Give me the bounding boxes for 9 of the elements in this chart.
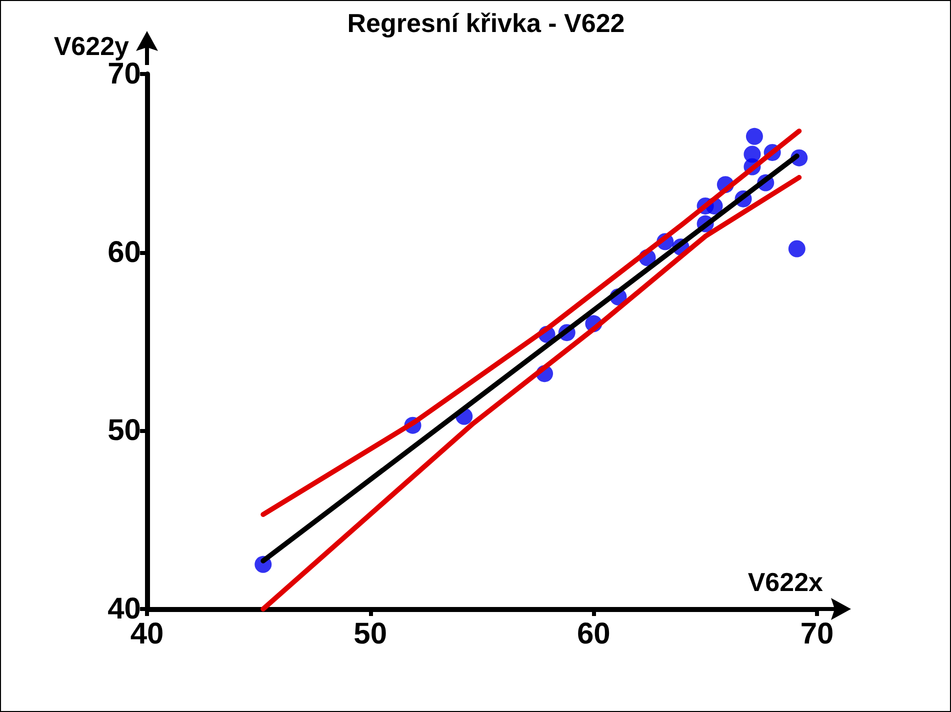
x-tick-label: 50	[354, 618, 388, 650]
point	[788, 240, 806, 258]
y-tick-label: 60	[108, 236, 141, 269]
y-tick-label: 50	[108, 414, 141, 448]
point	[746, 128, 763, 145]
x-tick-label: 70	[800, 618, 834, 650]
x-axis-title: V622x	[748, 567, 824, 597]
chart-title: Regresní křivka - V622	[347, 8, 625, 38]
x-tick-label: 60	[576, 618, 610, 650]
